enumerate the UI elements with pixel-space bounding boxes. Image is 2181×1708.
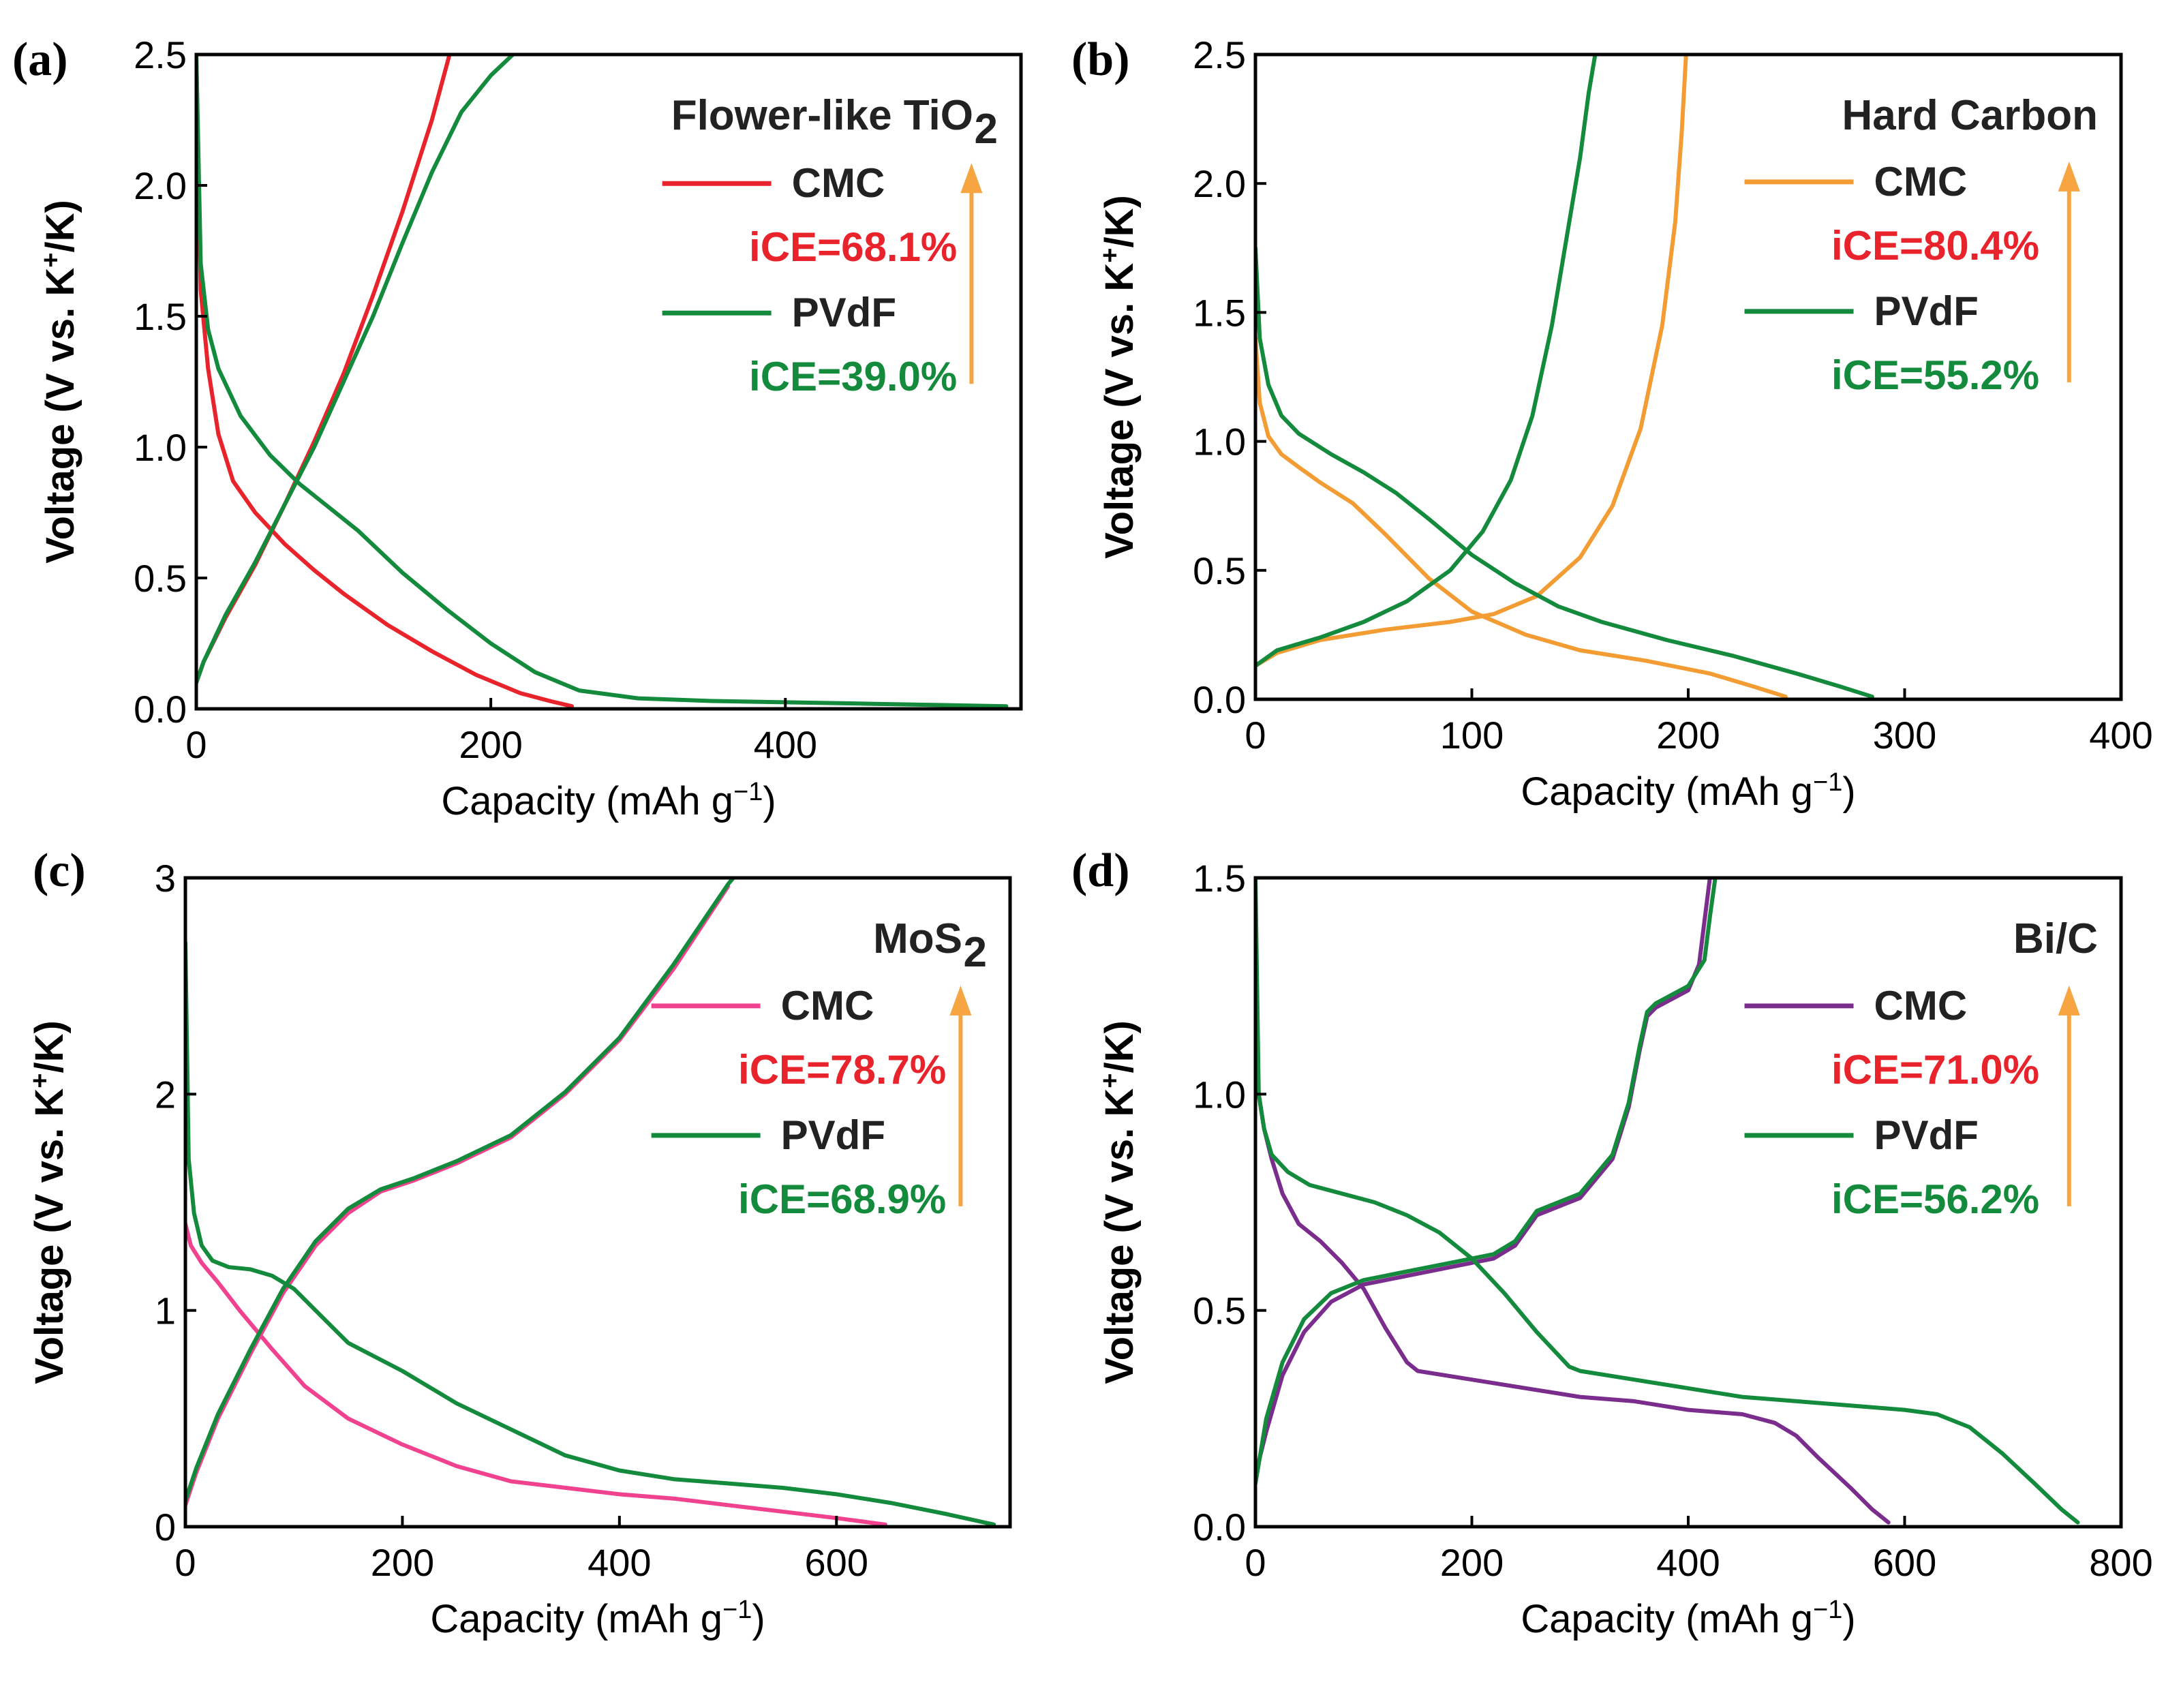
x-axis-label: Capacity (mAh g−1) — [1521, 768, 1855, 814]
x-axis-label: Capacity (mAh g−1) — [430, 1596, 765, 1641]
series-line — [185, 878, 735, 1503]
legend-label: PVdF — [781, 1112, 885, 1158]
y-tick-label: 1.0 — [134, 426, 187, 469]
panel-label: (c) — [33, 844, 86, 897]
y-tick-label: 1.5 — [134, 295, 187, 338]
x-tick-label: 200 — [459, 723, 522, 766]
panel-label: (a) — [12, 33, 68, 86]
legend-label: CMC — [792, 160, 885, 206]
y-tick-label: 1.5 — [1193, 857, 1246, 900]
y-tick-label: 2.5 — [134, 33, 187, 76]
y-tick-label: 2 — [155, 1073, 176, 1116]
y-tick-label: 0.0 — [134, 688, 187, 731]
ice-label: iCE=56.2% — [1831, 1176, 2039, 1222]
x-tick-label: 800 — [2089, 1541, 2152, 1584]
x-tick-label: 300 — [1873, 714, 1936, 757]
arrow-up-icon — [2058, 985, 2080, 1016]
series-line — [1255, 878, 1718, 1486]
y-tick-label: 0 — [155, 1506, 176, 1549]
chart-title: Bi/C — [2013, 915, 2098, 962]
y-axis-label: Voltage (V vs. K+/K) — [37, 200, 82, 564]
y-tick-label: 2.0 — [1193, 162, 1246, 205]
series-line — [196, 55, 452, 685]
x-tick-label: 200 — [1656, 714, 1720, 757]
legend-label: PVdF — [1874, 288, 1979, 334]
x-tick-label: 400 — [1656, 1541, 1720, 1584]
y-tick-label: 2.0 — [134, 164, 187, 207]
x-tick-label: 0 — [1245, 714, 1266, 757]
series-line — [1255, 1027, 1891, 1525]
x-tick-label: 200 — [371, 1541, 434, 1584]
series-line — [196, 55, 515, 685]
chart-title-subscript: 2 — [964, 929, 987, 976]
legend-label: CMC — [1874, 983, 1968, 1028]
series-line — [185, 941, 996, 1527]
x-tick-label: 600 — [1873, 1541, 1936, 1584]
chart-panel-3: (d) 0 200 400 600 800 0.0 0.5 1.0 1.5 Capacity (mA… — [1071, 844, 2153, 1641]
x-tick-label: 400 — [2089, 714, 2152, 757]
x-tick-label: 400 — [588, 1541, 651, 1584]
chart-panel-0: (a) 0 200 400 0.0 0.5 1.0 1.5 2.0 2.5 Capacity (mA… — [12, 33, 1023, 823]
arrow-up-icon — [2058, 161, 2080, 192]
y-tick-label: 0.0 — [1193, 678, 1246, 721]
chart-title: Hard Carbon — [1842, 92, 2098, 139]
legend-label: PVdF — [792, 290, 896, 335]
series-line — [1255, 55, 1598, 668]
x-tick-label: 0 — [1245, 1541, 1266, 1584]
chart-title-subscript: 2 — [975, 106, 998, 153]
x-tick-label: 400 — [754, 723, 817, 766]
panel-label: (b) — [1071, 33, 1130, 86]
y-tick-label: 0.5 — [1193, 549, 1246, 592]
series-line — [185, 884, 731, 1508]
x-tick-label: 100 — [1440, 714, 1504, 757]
x-axis-label: Capacity (mAh g−1) — [1521, 1596, 1855, 1641]
series-line — [185, 1221, 887, 1527]
y-axis-label: Voltage (V vs. K+/K) — [26, 1020, 72, 1384]
ice-label: iCE=80.4% — [1831, 223, 2039, 269]
y-axis-label: Voltage (V vs. K+/K) — [1096, 195, 1142, 559]
plot-frame — [194, 52, 1023, 711]
series-line — [1255, 878, 2080, 1525]
ice-label: iCE=68.9% — [738, 1176, 946, 1222]
y-tick-label: 3 — [155, 857, 176, 900]
x-tick-label: 0 — [174, 1541, 196, 1584]
y-tick-label: 0.5 — [134, 557, 187, 600]
y-tick-label: 1.0 — [1193, 421, 1246, 463]
y-axis-label: Voltage (V vs. K+/K) — [1096, 1020, 1142, 1384]
ice-label: iCE=55.2% — [1831, 352, 2039, 398]
x-axis-label: Capacity (mAh g−1) — [441, 778, 776, 823]
ice-label: iCE=68.1% — [749, 224, 957, 270]
x-tick-label: 600 — [805, 1541, 868, 1584]
y-tick-label: 1.0 — [1193, 1073, 1246, 1116]
y-tick-label: 0.5 — [1193, 1290, 1246, 1332]
y-tick-label: 1 — [155, 1290, 176, 1332]
y-tick-label: 2.5 — [1193, 33, 1246, 76]
chart-panel-2: (c) 0 200 400 600 0 1 2 3 Capacity (mAh g−1) Volta… — [26, 844, 1012, 1641]
ice-label: iCE=71.0% — [1831, 1047, 2039, 1093]
series-line — [1255, 336, 1788, 699]
chart-title: MoS — [873, 915, 962, 962]
series-line — [1255, 245, 1874, 699]
series-line — [1255, 55, 1688, 668]
y-tick-label: 1.5 — [1193, 291, 1246, 334]
ice-label: iCE=39.0% — [749, 354, 957, 399]
y-tick-label: 0.0 — [1193, 1506, 1246, 1549]
arrow-up-icon — [960, 163, 983, 194]
arrow-up-icon — [949, 985, 972, 1016]
x-tick-label: 0 — [185, 723, 207, 766]
legend-label: CMC — [781, 983, 874, 1028]
series-line — [1255, 878, 1712, 1477]
ice-label: iCE=78.7% — [738, 1047, 946, 1093]
legend-label: CMC — [1874, 159, 1968, 204]
series-line — [196, 55, 574, 709]
x-tick-label: 200 — [1440, 1541, 1504, 1584]
plot-frame — [183, 876, 1012, 1529]
panel-label: (d) — [1071, 844, 1130, 897]
chart-title: Flower-like TiO — [671, 92, 973, 139]
chart-panel-1: (b) 0 100 200 300 400 0.0 0.5 1.0 1.5 2.0 2.5 Capaci… — [1071, 33, 2153, 814]
series-line — [196, 55, 1009, 709]
legend-label: PVdF — [1874, 1112, 1979, 1158]
